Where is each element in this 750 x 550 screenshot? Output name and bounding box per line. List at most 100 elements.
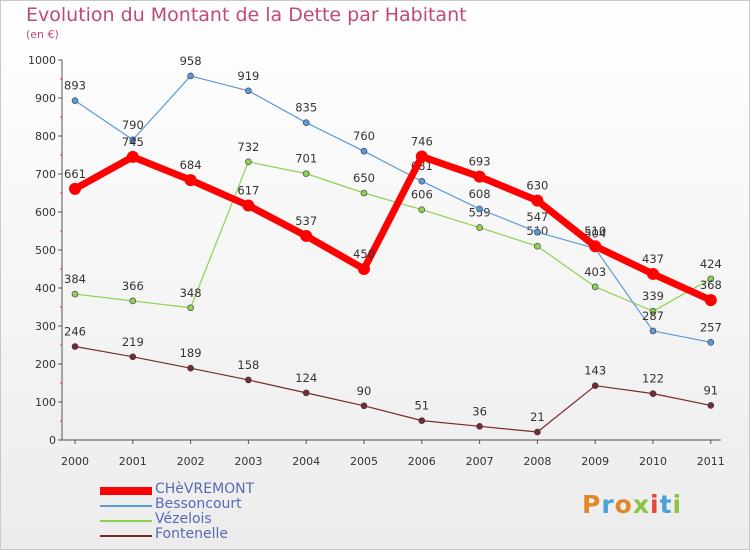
data-point: [476, 224, 483, 231]
y-tick-label: 600: [35, 206, 56, 219]
data-label: 606: [411, 188, 433, 202]
x-tick-label: 2005: [350, 455, 378, 468]
data-point: [649, 327, 657, 335]
data-point: [245, 87, 252, 95]
legend-label: Bessoncourt: [155, 496, 242, 512]
x-tick-label: 2000: [61, 455, 89, 468]
data-label: 36: [472, 404, 487, 418]
data-label: 835: [295, 101, 317, 115]
data-point: [591, 283, 599, 291]
x-tick-label: 2009: [581, 455, 609, 468]
x-tick-label: 2008: [523, 455, 551, 468]
data-label: 732: [237, 140, 259, 154]
series-line-0: [73, 153, 713, 304]
data-point: [129, 136, 137, 144]
data-label: 21: [530, 410, 545, 424]
data-point: [418, 177, 426, 185]
x-tick-label: 2002: [177, 455, 205, 468]
logo-letter: o: [614, 490, 633, 519]
data-point: [302, 119, 310, 126]
data-point: [302, 170, 310, 177]
y-tick-label: 300: [35, 320, 56, 333]
data-point: [302, 389, 310, 397]
x-tick-label: 2004: [292, 455, 320, 468]
data-label: 437: [642, 252, 664, 266]
x-tick-label: 2011: [697, 455, 725, 468]
logo-letter: i: [650, 490, 660, 519]
data-point: [418, 417, 426, 424]
data-label: 893: [64, 79, 86, 93]
chart-title: Evolution du Montant de la Dette par Hab…: [26, 4, 467, 26]
data-label: 510: [584, 224, 606, 238]
x-tick-label: 2010: [639, 455, 667, 468]
data-label: 246: [64, 325, 86, 339]
logo-letter: P: [582, 490, 602, 519]
data-label: 124: [295, 371, 317, 385]
legend-swatch: [100, 487, 152, 495]
data-point: [476, 423, 483, 430]
y-tick-label: 1000: [28, 54, 56, 67]
data-label: 958: [180, 54, 202, 68]
y-tick-label: 200: [35, 358, 56, 371]
data-point: [649, 307, 657, 315]
y-tick-label: 0: [49, 434, 56, 447]
data-point: [531, 194, 544, 207]
data-point: [242, 199, 255, 212]
data-point: [245, 376, 252, 384]
data-label: 348: [180, 286, 202, 300]
legend-swatch: [100, 520, 152, 522]
data-point: [534, 228, 541, 236]
data-point: [589, 240, 602, 253]
data-point: [71, 290, 79, 298]
data-point: [418, 206, 426, 214]
data-label: 537: [295, 214, 317, 228]
data-label: 384: [64, 272, 86, 286]
data-label: 701: [295, 152, 317, 166]
data-point: [126, 150, 139, 163]
x-tick-label: 2007: [466, 455, 494, 468]
data-point: [704, 294, 717, 307]
data-label: 650: [353, 171, 375, 185]
data-point: [360, 189, 368, 197]
data-label: 790: [122, 118, 144, 132]
data-point: [649, 390, 657, 397]
data-point: [71, 343, 79, 350]
data-label: 366: [122, 279, 144, 293]
data-point: [245, 158, 252, 166]
data-label: 403: [584, 265, 606, 279]
series-line-3: [74, 345, 711, 433]
data-point: [358, 263, 370, 275]
data-label: 693: [469, 155, 491, 169]
logo-letter: x: [632, 490, 650, 519]
data-label: 450: [353, 247, 375, 261]
data-point: [591, 382, 599, 389]
data-point: [707, 275, 715, 283]
data-point: [415, 150, 428, 163]
legend-label: Fontenelle: [155, 526, 228, 542]
y-tick-label: 400: [35, 282, 56, 295]
legend-swatch: [100, 505, 152, 507]
data-label: 368: [700, 278, 722, 292]
data-label: 746: [411, 135, 433, 149]
data-label: 617: [237, 184, 259, 198]
data-point: [707, 402, 715, 409]
x-tick-label: 2003: [234, 455, 262, 468]
data-label: 189: [180, 346, 202, 360]
data-label: 51: [414, 399, 429, 413]
y-tick-label: 700: [35, 168, 56, 181]
data-label: 559: [469, 206, 491, 220]
series-line-1: [74, 75, 711, 343]
data-point: [187, 304, 194, 312]
data-point: [129, 353, 137, 361]
data-label: 339: [642, 289, 664, 303]
data-label: 122: [642, 372, 664, 386]
logo-letter: i: [672, 490, 683, 519]
legend-swatch: [100, 535, 152, 537]
legend-label: CHèVREMONT: [155, 481, 255, 497]
data-point: [360, 147, 368, 155]
data-point: [647, 267, 659, 280]
data-point: [300, 229, 313, 242]
x-tick-label: 2001: [119, 455, 147, 468]
data-label: 91: [703, 383, 718, 397]
